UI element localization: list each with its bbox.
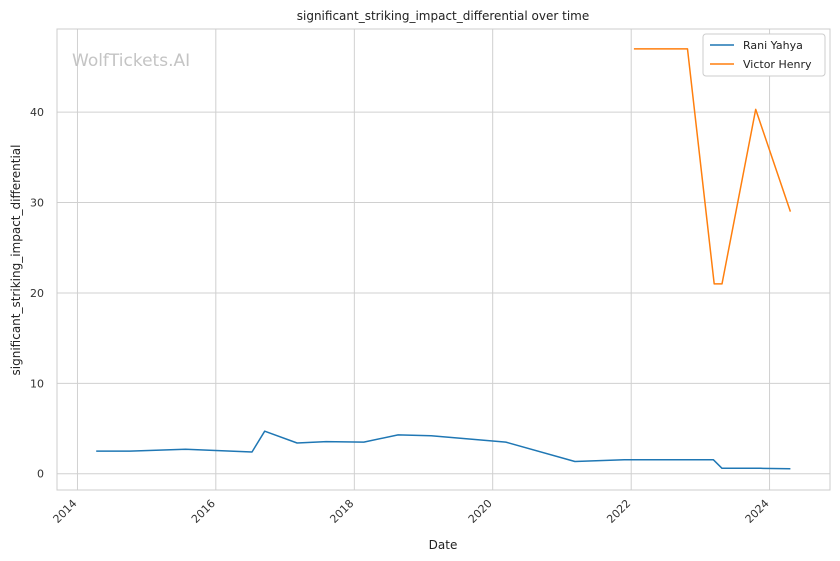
legend-label-victor-henry: Victor Henry [743, 58, 812, 71]
x-tick-label: 2018 [327, 497, 356, 526]
y-tick-label: 30 [30, 197, 44, 210]
series-line-victor-henry [633, 48, 792, 285]
plot-background [57, 29, 830, 490]
watermark-text: WolfTickets.AI [72, 51, 190, 71]
legend-label-rani-yahya: Rani Yahya [743, 39, 803, 52]
y-tick-label: 40 [30, 106, 44, 119]
series-line-rani-yahya [96, 430, 791, 470]
chart-title: significant_striking_impact_differential… [297, 9, 589, 23]
x-tick-label: 2016 [189, 497, 218, 526]
series-lines [96, 48, 792, 470]
y-axis-label: significant_striking_impact_differential [9, 145, 23, 376]
legend: Rani Yahya Victor Henry [702, 33, 826, 77]
y-tick-label: 20 [30, 287, 44, 300]
x-tick-label: 2022 [604, 497, 633, 526]
plot-frame [56, 28, 831, 491]
y-tick-label: 0 [37, 468, 44, 481]
y-tick-label: 10 [30, 377, 44, 390]
x-tick-label: 2020 [466, 497, 495, 526]
x-tick-label: 2024 [743, 497, 772, 526]
x-axis-label: Date [429, 538, 458, 552]
grid-lines [57, 29, 830, 490]
x-tick-label: 2014 [51, 497, 80, 526]
